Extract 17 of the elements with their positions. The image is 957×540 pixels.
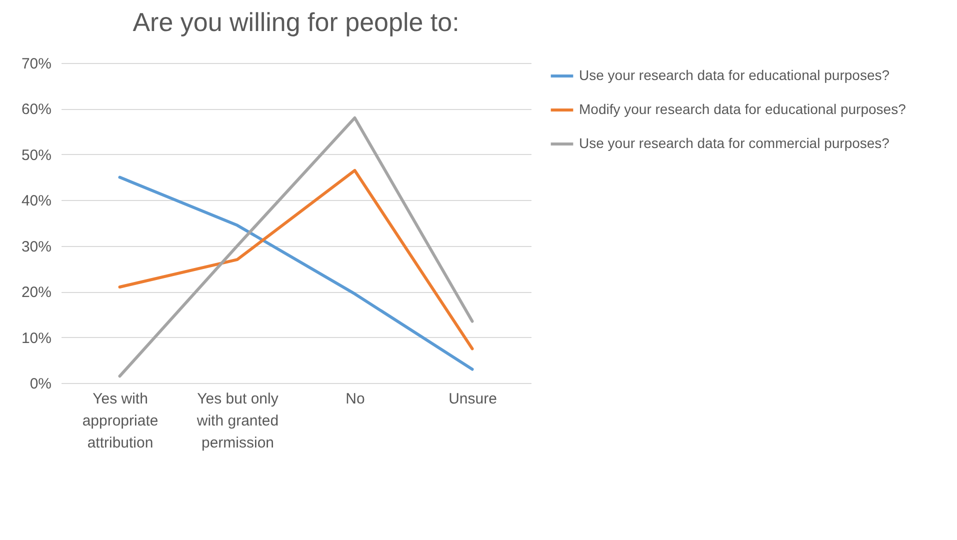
x-tick-label: Unsure — [448, 390, 497, 408]
y-tick-label: 40% — [21, 192, 52, 210]
y-tick-label: 70% — [21, 56, 52, 72]
x-tick-label: Yes with appropriate attribution — [82, 390, 158, 452]
y-tick-label: 10% — [21, 330, 52, 347]
legend-label: Modify your research data for educational purposes? — [579, 101, 906, 117]
chart-title: Are you willing for people to: — [132, 7, 460, 37]
legend-label: Use your research data for educational purposes? — [579, 67, 890, 83]
y-tick-label: 50% — [21, 146, 52, 164]
legend-label: Use your research data for commercial purposes? — [579, 135, 890, 151]
x-tick-label: Yes but only with granted permission — [196, 390, 279, 452]
y-tick-label: 30% — [21, 238, 52, 256]
y-tick-label: 20% — [21, 284, 52, 302]
y-tick-label: 0% — [30, 376, 52, 392]
x-tick-label: No — [346, 390, 365, 408]
y-tick-label: 60% — [21, 101, 52, 118]
line-series — [118, 116, 474, 378]
